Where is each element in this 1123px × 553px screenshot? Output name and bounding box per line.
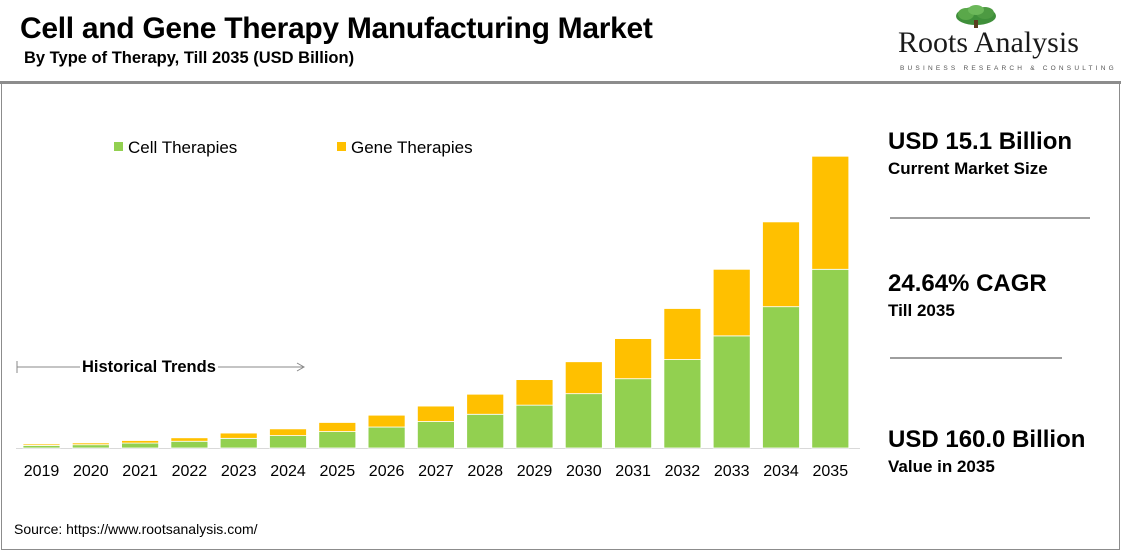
stat-divider-1 (890, 217, 1090, 219)
bar-gene-2019 (22, 443, 61, 446)
bar-cell-2025 (318, 431, 357, 449)
bar-gene-2033 (712, 268, 751, 337)
x-tick-label-2031: 2031 (615, 463, 651, 480)
bar-cell-2034 (762, 306, 800, 449)
bar-cell-2026 (367, 426, 406, 449)
stat-future-value: USD 160.0 Billion Value in 2035 (888, 426, 1085, 477)
historical-trends-label: Historical Trends (80, 358, 218, 377)
x-tick-label-2023: 2023 (221, 463, 257, 480)
bar-cell-2032 (663, 359, 702, 449)
bar-gene-2024 (269, 428, 307, 436)
bar-cell-2031 (614, 378, 652, 449)
x-tick-label-2021: 2021 (122, 463, 158, 480)
legend-swatch-cell (114, 142, 123, 152)
bar-gene-2023 (219, 432, 258, 439)
bar-gene-2020 (71, 442, 110, 446)
stacked-bar-chart: 2019 2020 2021 2022 2023 2024 2025 2026 2027 2028… (16, 155, 860, 480)
x-tick-label-2028: 2028 (467, 463, 503, 480)
bar-gene-2021 (121, 440, 159, 444)
bar-cell-2021 (121, 442, 159, 449)
roots-analysis-logo: Roots Analysis BUSINESS RESEARCH & CONSU… (890, 4, 1114, 76)
x-tick-label-2024: 2024 (270, 463, 306, 480)
legend-label-cell: Cell Therapies (128, 138, 238, 157)
historical-trends-annotation: Historical Trends (16, 356, 306, 378)
header: Cell and Gene Therapy Manufacturing Mark… (0, 0, 1121, 84)
bar-gene-2031 (614, 338, 652, 380)
bar-gene-2034 (762, 221, 800, 308)
bar-cell-2028 (466, 413, 505, 449)
bar-cell-2033 (712, 335, 751, 449)
legend-label-gene: Gene Therapies (351, 138, 473, 157)
bar-gene-2026 (367, 414, 406, 428)
chart-title: Cell and Gene Therapy Manufacturing Mark… (20, 12, 653, 45)
bar-cell-2029 (515, 404, 554, 449)
x-tick-label-2027: 2027 (418, 463, 454, 480)
bar-gene-2035 (811, 155, 850, 270)
bar-gene-2028 (466, 393, 505, 415)
stat-current-label: Current Market Size (888, 159, 1048, 178)
bar-cell-2020 (71, 444, 110, 449)
bar-cell-2022 (170, 440, 209, 449)
logo-tagline: BUSINESS RESEARCH & CONSULTING (900, 65, 1117, 72)
legend-item-cell: Cell Therapies (114, 138, 237, 158)
stat-cagr-value: 24.64% CAGR (888, 270, 1047, 297)
x-tick-label-2019: 2019 (24, 463, 60, 480)
bar-gene-2027 (416, 405, 455, 422)
stat-current-value: USD 15.1 Billion (888, 128, 1073, 155)
stat-future-amount: USD 160.0 Billion (888, 426, 1086, 453)
tree-logo-icon (956, 5, 996, 28)
bar-gene-2030 (564, 361, 603, 395)
x-tick-label-2025: 2025 (320, 463, 356, 480)
stat-future-label: Value in 2035 (888, 457, 995, 476)
source-note: Source: https://www.rootsanalysis.com/ (14, 521, 258, 537)
x-tick-label-2029: 2029 (517, 463, 553, 480)
bar-cell-2023 (219, 437, 258, 449)
bar-cell-2030 (564, 393, 603, 449)
stat-divider-2 (890, 357, 1062, 359)
bar-cell-2027 (416, 421, 455, 449)
bar-gene-2025 (318, 422, 357, 432)
x-tick-label-2030: 2030 (566, 463, 602, 480)
x-tick-label-2032: 2032 (665, 463, 701, 480)
x-tick-label-2026: 2026 (369, 463, 405, 480)
x-tick-label-2034: 2034 (763, 463, 799, 480)
x-tick-label-2035: 2035 (813, 463, 849, 480)
bar-gene-2029 (515, 379, 554, 406)
x-tick-label-2020: 2020 (73, 463, 109, 480)
chart-subtitle: By Type of Therapy, Till 2035 (USD Billi… (24, 49, 355, 67)
bar-cell-2024 (269, 435, 307, 449)
x-tick-label-2022: 2022 (172, 463, 208, 480)
x-tick-label-2033: 2033 (714, 463, 750, 480)
bar-gene-2032 (663, 308, 702, 360)
stat-current-market: USD 15.1 Billion Current Market Size (888, 128, 1072, 179)
legend-item-gene: Gene Therapies (337, 138, 473, 158)
legend-swatch-gene (337, 142, 346, 152)
bar-gene-2022 (170, 437, 209, 442)
stat-cagr: 24.64% CAGR Till 2035 (888, 270, 1047, 321)
logo-name: Roots Analysis (898, 26, 1079, 59)
bar-cell-2035 (811, 268, 850, 449)
stat-cagr-label: Till 2035 (888, 301, 955, 320)
